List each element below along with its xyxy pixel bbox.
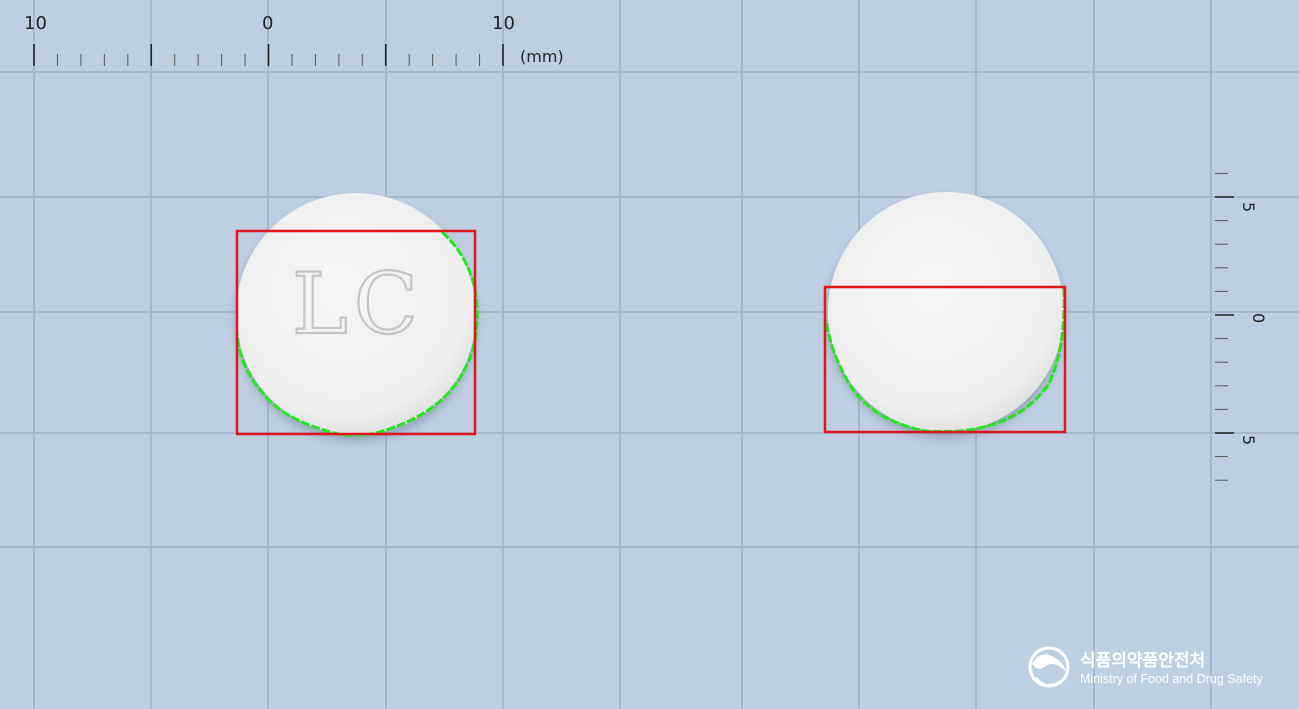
pill-front-body <box>236 193 476 435</box>
logo-english-name: Ministry of Food and Drug Safety <box>1080 672 1263 686</box>
ruler-label-right-10: 10 <box>492 13 515 34</box>
mfds-emblem-icon <box>1028 646 1070 688</box>
ruler-label-upper-5: 5 <box>1239 202 1258 212</box>
pill-back <box>823 192 1067 434</box>
pill-front-bounding-box <box>235 229 477 436</box>
ruler-label-zero: 0 <box>262 13 273 34</box>
ruler-label-lower-5: 5 <box>1239 435 1258 445</box>
ruler-label-zero-vertical: 0 <box>1249 313 1268 323</box>
ruler-label-left-10: 10 <box>24 13 47 34</box>
ruler-unit-label: (mm) <box>520 47 564 66</box>
mfds-logo: 식품의약품안전처 Ministry of Food and Drug Safet… <box>1028 646 1263 688</box>
logo-korean-name: 식품의약품안전처 <box>1080 650 1205 671</box>
pill-back-body <box>828 192 1064 432</box>
pill-back-bounding-box <box>823 285 1067 434</box>
pill-front-imprint: LC <box>292 255 424 353</box>
right-ruler: 5 0 5 <box>1215 172 1268 481</box>
pill-front: LC <box>235 193 479 437</box>
top-ruler: 10 0 10 (mm) <box>24 13 564 66</box>
